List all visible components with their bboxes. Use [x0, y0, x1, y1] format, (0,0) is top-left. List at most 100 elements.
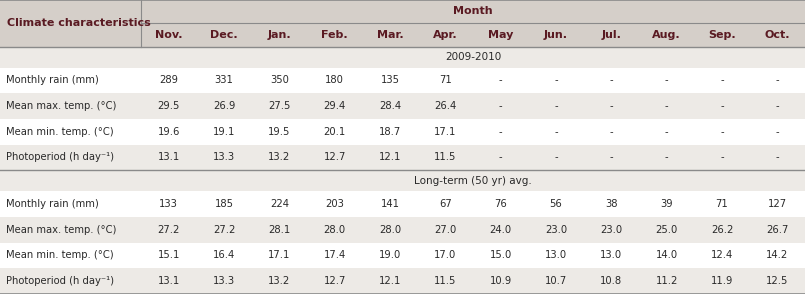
Text: 11.9: 11.9	[711, 276, 733, 286]
Text: 185: 185	[215, 199, 233, 209]
Text: Mean max. temp. (°C): Mean max. temp. (°C)	[6, 225, 116, 235]
Bar	[0, 217, 805, 243]
Text: 15.1: 15.1	[158, 250, 180, 260]
Text: 14.0: 14.0	[655, 250, 678, 260]
Text: 24.0: 24.0	[489, 225, 512, 235]
Text: 39: 39	[660, 199, 673, 209]
Text: Nov.: Nov.	[155, 30, 183, 40]
Text: 12.7: 12.7	[324, 276, 346, 286]
Text: 26.7: 26.7	[766, 225, 789, 235]
Bar	[0, 243, 805, 268]
Text: 13.2: 13.2	[268, 153, 291, 163]
Text: -: -	[775, 127, 779, 137]
Text: 26.9: 26.9	[213, 101, 235, 111]
Text: 19.5: 19.5	[268, 127, 291, 137]
Text: 13.1: 13.1	[158, 153, 180, 163]
Text: 12.5: 12.5	[766, 276, 789, 286]
Text: 71: 71	[439, 76, 452, 86]
Text: 26.4: 26.4	[434, 101, 456, 111]
Text: 17.0: 17.0	[434, 250, 456, 260]
Text: -: -	[775, 101, 779, 111]
Text: -: -	[499, 127, 502, 137]
Text: -: -	[665, 76, 668, 86]
Text: 12.4: 12.4	[711, 250, 733, 260]
Text: 20.1: 20.1	[324, 127, 346, 137]
Text: 29.4: 29.4	[324, 101, 346, 111]
Text: Oct.: Oct.	[765, 30, 790, 40]
Text: Feb.: Feb.	[321, 30, 348, 40]
Text: 17.4: 17.4	[324, 250, 346, 260]
Bar	[196, 23, 252, 47]
Bar	[0, 47, 805, 68]
Bar	[0, 170, 805, 191]
Text: 133: 133	[159, 199, 178, 209]
Text: 38: 38	[605, 199, 617, 209]
Text: Climate characteristics: Climate characteristics	[7, 18, 151, 28]
Text: 29.5: 29.5	[158, 101, 180, 111]
Text: 11.5: 11.5	[434, 153, 456, 163]
Text: Mean max. temp. (°C): Mean max. temp. (°C)	[6, 101, 116, 111]
Text: Aug.: Aug.	[652, 30, 681, 40]
Text: 10.9: 10.9	[489, 276, 512, 286]
Text: 13.0: 13.0	[545, 250, 567, 260]
Text: 289: 289	[159, 76, 178, 86]
Text: 16.4: 16.4	[213, 250, 235, 260]
Text: 141: 141	[381, 199, 399, 209]
Text: 27.2: 27.2	[213, 225, 235, 235]
Text: Long-term (50 yr) avg.: Long-term (50 yr) avg.	[414, 176, 532, 186]
Text: 350: 350	[270, 76, 289, 86]
Text: 23.0: 23.0	[601, 225, 622, 235]
Text: 25.0: 25.0	[655, 225, 678, 235]
Text: Photoperiod (h day⁻¹): Photoperiod (h day⁻¹)	[6, 153, 114, 163]
Bar	[749, 23, 805, 47]
Text: -: -	[609, 101, 613, 111]
Text: 18.7: 18.7	[379, 127, 401, 137]
Text: -: -	[554, 101, 558, 111]
Text: 135: 135	[381, 76, 399, 86]
Text: 13.3: 13.3	[213, 276, 235, 286]
Text: 180: 180	[325, 76, 345, 86]
Text: -: -	[609, 127, 613, 137]
Text: Mean min. temp. (°C): Mean min. temp. (°C)	[6, 250, 114, 260]
Text: 28.1: 28.1	[268, 225, 291, 235]
Text: May: May	[488, 30, 514, 40]
Text: -: -	[554, 76, 558, 86]
Text: 67: 67	[439, 199, 452, 209]
Text: 76: 76	[494, 199, 507, 209]
Text: Apr.: Apr.	[433, 30, 458, 40]
Bar	[584, 23, 639, 47]
Text: 28.0: 28.0	[324, 225, 346, 235]
Text: Mean min. temp. (°C): Mean min. temp. (°C)	[6, 127, 114, 137]
Text: -: -	[554, 127, 558, 137]
Bar	[639, 23, 695, 47]
Text: -: -	[720, 127, 724, 137]
Bar	[695, 23, 749, 47]
Bar	[0, 119, 805, 145]
Bar	[141, 23, 196, 47]
Text: Monthly rain (mm): Monthly rain (mm)	[6, 199, 98, 209]
Bar	[362, 23, 418, 47]
Text: Jul.: Jul.	[601, 30, 621, 40]
Text: 11.5: 11.5	[434, 276, 456, 286]
Text: Month: Month	[453, 6, 493, 16]
Text: -: -	[775, 153, 779, 163]
Text: 28.0: 28.0	[379, 225, 401, 235]
Text: -: -	[499, 101, 502, 111]
Text: -: -	[665, 153, 668, 163]
Text: 17.1: 17.1	[268, 250, 291, 260]
Bar	[141, 0, 805, 23]
Text: Monthly rain (mm): Monthly rain (mm)	[6, 76, 98, 86]
Bar	[528, 23, 584, 47]
Text: -: -	[720, 76, 724, 86]
Text: 331: 331	[215, 76, 233, 86]
Text: -: -	[609, 76, 613, 86]
Bar	[0, 93, 805, 119]
Bar	[418, 23, 473, 47]
Text: 10.8: 10.8	[601, 276, 622, 286]
Text: 27.0: 27.0	[434, 225, 456, 235]
Text: 11.2: 11.2	[655, 276, 678, 286]
Bar	[307, 23, 362, 47]
Text: 56: 56	[550, 199, 563, 209]
Bar	[252, 23, 307, 47]
Text: -: -	[720, 153, 724, 163]
